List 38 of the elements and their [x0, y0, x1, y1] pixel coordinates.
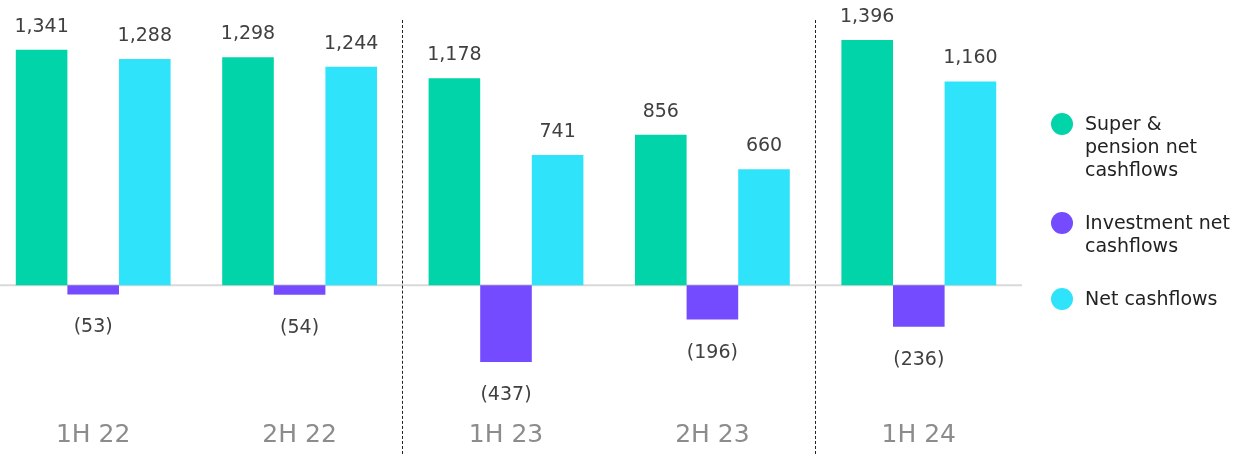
legend-label: Investment net cashflows: [1085, 211, 1231, 257]
data-label: (54): [280, 314, 320, 337]
bar: [738, 169, 790, 286]
data-label: 1,396: [840, 4, 895, 27]
bar: [480, 285, 532, 362]
data-label: 1,160: [943, 45, 998, 68]
bar: [686, 285, 739, 320]
bar: [325, 66, 377, 286]
bar: [119, 59, 171, 286]
legend-label: Net cashflows: [1085, 287, 1219, 310]
data-label: (236): [893, 346, 945, 369]
data-label: 856: [642, 98, 679, 121]
x-tick-label: 1H 24: [881, 418, 957, 448]
bar: [635, 134, 687, 286]
data-label: 1,244: [324, 30, 379, 53]
x-tick-label: 1H 23: [468, 418, 544, 448]
bar: [944, 81, 997, 286]
x-tick-label: 1H 22: [55, 418, 131, 448]
data-label: 1,298: [220, 21, 276, 44]
data-label: (437): [480, 381, 532, 404]
bar: [893, 285, 945, 327]
data-label: 660: [745, 133, 783, 156]
data-label: 741: [539, 119, 576, 142]
data-label: (53): [73, 314, 113, 337]
data-label: 1,178: [427, 42, 482, 65]
data-label: 1,341: [14, 13, 69, 36]
bar: [428, 78, 481, 286]
bar: [273, 285, 326, 295]
bar: [15, 49, 68, 286]
bar: [67, 285, 119, 295]
bar: [841, 40, 893, 286]
bar: [531, 155, 584, 286]
bar: [222, 57, 274, 286]
x-tick-label: 2H 23: [675, 418, 750, 448]
data-label: (196): [686, 339, 738, 362]
legend-label: Super & pension net cashflows: [1085, 112, 1198, 181]
data-label: 1,288: [117, 23, 172, 46]
x-tick-label: 2H 22: [262, 418, 337, 448]
